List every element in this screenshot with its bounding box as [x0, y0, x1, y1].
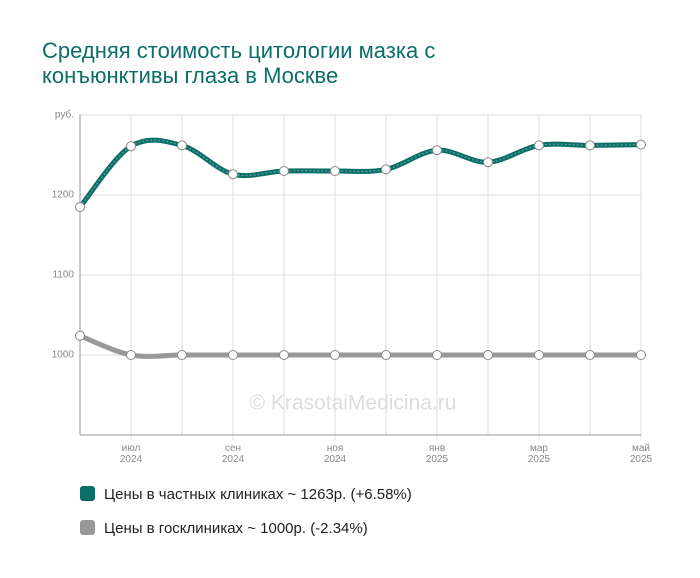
data-point [228, 350, 238, 360]
x-tick-label: май 2025 [629, 443, 653, 465]
data-point [177, 140, 187, 151]
data-point [483, 350, 493, 360]
legend-swatch [80, 486, 95, 501]
data-point [381, 164, 391, 175]
data-point [534, 140, 544, 151]
data-point [432, 145, 442, 156]
data-point [432, 350, 442, 360]
x-tick-label: янв 2025 [425, 443, 449, 465]
y-tick-label: руб. [55, 109, 74, 121]
chart-title: Средняя стоимость цитологии мазка с конъ… [42, 38, 436, 88]
legend-swatch [80, 520, 95, 535]
y-tick-label: 1000 [52, 350, 75, 361]
legend-item: Цены в частных клиниках ~ 1263р. (+6.58%… [80, 486, 412, 503]
legend-label: Цены в частных клиниках ~ 1263р. (+6.58%… [104, 486, 412, 503]
data-point [279, 166, 289, 176]
data-point [75, 202, 85, 212]
data-point [483, 157, 493, 168]
y-tick-label: 1200 [52, 190, 75, 201]
y-tick-label: 1100 [52, 270, 74, 281]
data-point [534, 350, 544, 360]
legend-label: Цены в госклиниках ~ 1000р. (-2.34%) [104, 520, 368, 537]
x-tick-label: ноя 2024 [323, 443, 347, 465]
data-point [228, 169, 238, 180]
data-point [126, 141, 136, 152]
series-line [78, 137, 642, 209]
series-line [79, 333, 641, 359]
data-point [636, 350, 646, 360]
data-point [585, 140, 595, 151]
x-tick-label: сен 2024 [221, 443, 245, 465]
data-point [75, 330, 85, 341]
data-point [585, 350, 595, 360]
data-point [330, 166, 340, 176]
data-point [381, 350, 391, 360]
data-point [177, 350, 187, 360]
x-tick-label: мар 2025 [527, 443, 551, 465]
data-point [126, 350, 136, 360]
data-point [636, 139, 646, 150]
legend-item: Цены в госклиниках ~ 1000р. (-2.34%) [80, 520, 368, 537]
data-point [279, 350, 289, 360]
data-point [330, 350, 340, 360]
watermark: © KrasotaiMedicina.ru [250, 392, 457, 415]
x-tick-label: июл 2024 [119, 443, 143, 465]
